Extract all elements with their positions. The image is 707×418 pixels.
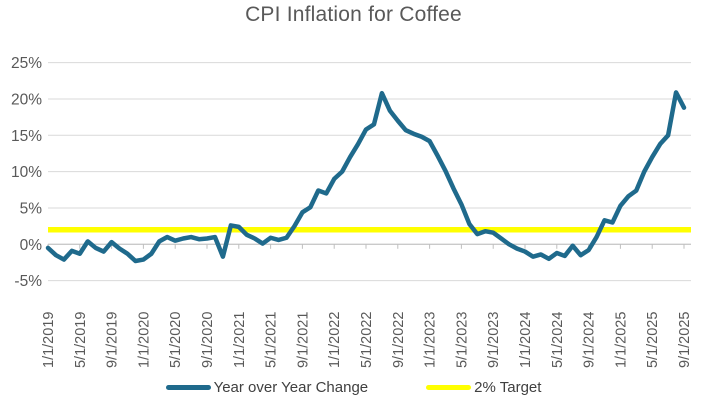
y-tick-label: 20%	[11, 91, 42, 108]
x-tick-label: 9/1/2023	[486, 312, 502, 368]
x-tick-label: 9/1/2022	[391, 312, 407, 368]
x-tick-label: 1/1/2023	[423, 312, 439, 368]
legend: Year over Year Change 2% Target	[0, 379, 707, 396]
legend-entry-series: Year over Year Change	[165, 379, 369, 396]
chart-title: CPI Inflation for Coffee	[245, 3, 462, 26]
legend-target-label: 2% Target	[474, 379, 542, 396]
x-tick-label: 1/1/2019	[41, 312, 57, 368]
y-tick-label: 5%	[20, 200, 43, 217]
x-tick-label: 5/1/2025	[645, 312, 661, 368]
y-tick-label: 0%	[20, 237, 43, 254]
x-tick-label: 1/1/2022	[327, 312, 343, 368]
y-tick-label: 25%	[11, 55, 42, 72]
x-tick-label: 1/1/2020	[136, 312, 152, 368]
y-tick-label: 15%	[11, 128, 42, 145]
target-line-swatch-icon	[426, 385, 472, 390]
x-tick-label: 5/1/2023	[454, 312, 470, 368]
x-tick-label: 5/1/2020	[168, 312, 184, 368]
y-tick-label: 10%	[11, 164, 42, 181]
x-tick-label: 1/1/2021	[232, 312, 248, 368]
series-line-swatch-icon	[165, 385, 211, 390]
x-tick-label: 9/1/2025	[677, 312, 693, 368]
x-tick-label: 1/1/2025	[613, 312, 629, 368]
legend-series-label: Year over Year Change	[213, 379, 369, 396]
x-tick-label: 9/1/2019	[105, 312, 121, 368]
x-tick-label: 5/1/2024	[550, 312, 566, 368]
x-tick-label: 9/1/2024	[582, 312, 598, 368]
y-tick-label: -5%	[14, 273, 42, 290]
x-tick-label: 9/1/2020	[200, 312, 216, 368]
x-tick-label: 9/1/2021	[295, 312, 311, 368]
x-tick-label: 5/1/2022	[359, 312, 375, 368]
data-line	[45, 90, 687, 264]
x-tick-label: 1/1/2024	[518, 312, 534, 368]
x-tick-label: 5/1/2019	[73, 312, 89, 368]
legend-entry-target: 2% Target	[426, 379, 541, 396]
x-tick-label: 5/1/2021	[264, 312, 280, 368]
